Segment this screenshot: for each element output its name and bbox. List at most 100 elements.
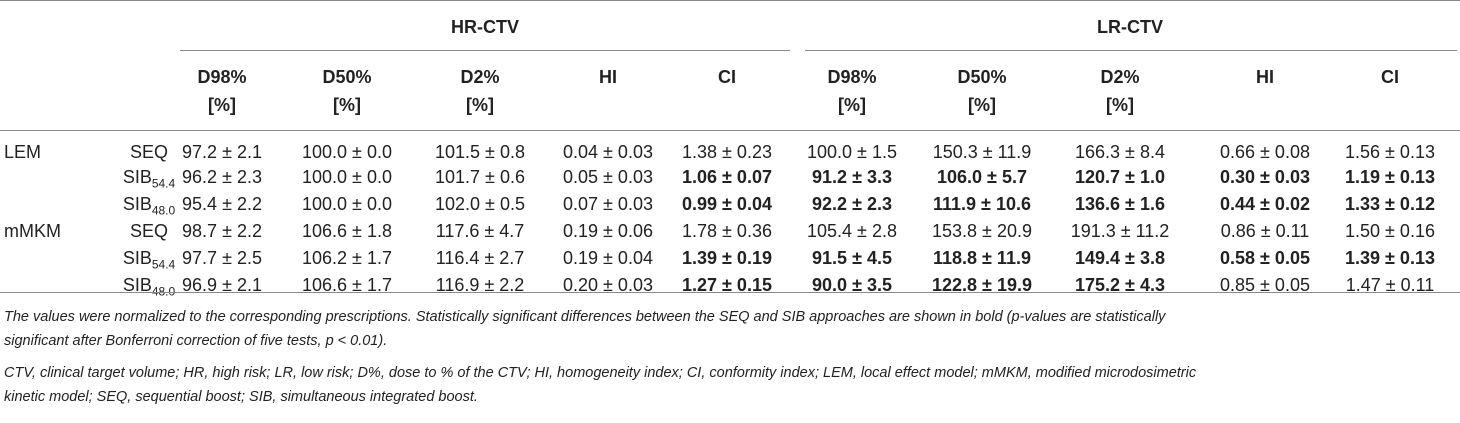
table-cell: 1.06 ± 0.07	[682, 167, 772, 187]
table-cell: 0.05 ± 0.03	[563, 167, 653, 187]
table-cell: 105.4 ± 2.8	[807, 221, 897, 241]
method-name: SEQ	[129, 221, 168, 241]
column-header-line2: [%]	[1106, 95, 1134, 115]
column-header-line1: CI	[718, 67, 736, 87]
table-cell: 100.0 ± 0.0	[302, 167, 392, 187]
row-method-label: SIB54.4	[94, 248, 204, 272]
table-cell: 175.2 ± 4.3	[1075, 275, 1165, 295]
table-cell: 0.99 ± 0.04	[682, 194, 772, 214]
footnote-line-1: The values were normalized to the corres…	[4, 309, 1166, 325]
table-cell: 1.38 ± 0.23	[682, 142, 772, 162]
table-cell: 97.7 ± 2.5	[182, 248, 262, 268]
table-cell: 0.07 ± 0.03	[563, 194, 653, 214]
table-cell: 1.27 ± 0.15	[682, 275, 772, 295]
column-header-3: D2% [%]	[415, 63, 545, 119]
table-cell: 117.6 ± 4.7	[435, 221, 525, 241]
table-cell: 150.3 ± 11.9	[932, 142, 1032, 162]
table-cell: 0.30 ± 0.03	[1220, 167, 1310, 187]
method-name: SIB	[122, 248, 152, 268]
column-header-line1: D50%	[322, 67, 372, 87]
table-cell: 136.6 ± 1.6	[1075, 194, 1165, 214]
method-dose-subscript: 54.4	[151, 176, 176, 191]
table-cell: 1.39 ± 0.19	[682, 248, 772, 268]
table-cell: 95.4 ± 2.2	[182, 194, 262, 214]
footnote-line-4: kinetic model; SEQ, sequential boost; SI…	[4, 389, 478, 405]
table-cell: 0.04 ± 0.03	[563, 142, 653, 162]
table-cell: 1.33 ± 0.12	[1345, 194, 1435, 214]
column-header-1: D98% [%]	[157, 63, 287, 119]
table-cell: 1.56 ± 0.13	[1345, 142, 1435, 162]
table-cell: 106.6 ± 1.7	[302, 275, 392, 295]
column-header-10: CI	[1325, 63, 1455, 91]
table-cell: 0.86 ± 0.11	[1220, 221, 1310, 241]
table-cell: 0.58 ± 0.05	[1220, 248, 1310, 268]
method-dose-subscript: 48.0	[151, 203, 176, 218]
table-cell: 116.9 ± 2.2	[435, 275, 525, 295]
table-cell: 166.3 ± 8.4	[1075, 142, 1165, 162]
table-cell: 0.85 ± 0.05	[1220, 275, 1310, 295]
column-header-line1: D2%	[460, 67, 500, 87]
method-name: SIB	[122, 275, 152, 295]
column-header-8: D2% [%]	[1055, 63, 1185, 119]
table-cell: 118.8 ± 11.9	[933, 248, 1031, 268]
table-cell: 0.44 ± 0.02	[1220, 194, 1310, 214]
lr-ctv-rule	[805, 50, 1457, 51]
table-cell: 106.6 ± 1.8	[302, 221, 392, 241]
table-cell: 120.7 ± 1.0	[1075, 167, 1165, 187]
column-header-line2: [%]	[968, 95, 996, 115]
table-cell: 116.4 ± 2.7	[435, 248, 525, 268]
row-method-label: SIB54.4	[94, 167, 204, 191]
column-header-line1: CI	[1381, 67, 1399, 87]
row-method-label: SIB48.0	[94, 194, 204, 218]
table-cell: 102.0 ± 0.5	[435, 194, 525, 214]
method-name: SIB	[122, 167, 152, 187]
table-cell: 1.19 ± 0.13	[1345, 167, 1435, 187]
top-rule	[0, 0, 1460, 1]
column-header-5: CI	[662, 63, 792, 91]
table-cell: 1.50 ± 0.16	[1345, 221, 1435, 241]
table-cell: 0.19 ± 0.04	[563, 248, 653, 268]
header-bottom-rule	[0, 130, 1460, 131]
column-header-line2: [%]	[208, 95, 236, 115]
table-cell: 97.2 ± 2.1	[182, 142, 262, 162]
method-dose-subscript: 48.0	[151, 284, 176, 299]
table-cell: 122.8 ± 19.9	[932, 275, 1032, 295]
table-bottom-rule	[0, 292, 1460, 293]
table-cell: 1.39 ± 0.13	[1345, 248, 1435, 268]
table-cell: 0.66 ± 0.08	[1220, 142, 1310, 162]
column-header-line1: D98%	[197, 67, 247, 87]
method-name: SEQ	[129, 142, 168, 162]
table-cell: 98.7 ± 2.2	[182, 221, 262, 241]
table-cell: 149.4 ± 3.8	[1075, 248, 1165, 268]
table-cell: 100.0 ± 1.5	[807, 142, 897, 162]
row-method-label: SEQ	[94, 221, 204, 242]
table-cell: 1.47 ± 0.11	[1345, 275, 1435, 295]
table-cell: 91.2 ± 3.3	[812, 167, 892, 187]
table-cell: 101.5 ± 0.8	[435, 142, 525, 162]
table-cell: 101.7 ± 0.6	[435, 167, 525, 187]
footnote-line-2: significant after Bonferroni correction …	[4, 333, 388, 349]
column-header-2: D50% [%]	[282, 63, 412, 119]
column-header-6: D98% [%]	[787, 63, 917, 119]
row-model-label: LEM	[4, 142, 42, 162]
footnote-line-3: CTV, clinical target volume; HR, high ri…	[4, 365, 1197, 381]
column-header-4: HI	[543, 63, 673, 91]
row-model-label: mMKM	[4, 221, 61, 241]
column-header-9: HI	[1200, 63, 1330, 91]
table-cell: 90.0 ± 3.5	[812, 275, 892, 295]
group-header-lr-ctv: LR-CTV	[1097, 17, 1163, 37]
table-cell: 92.2 ± 2.3	[812, 194, 892, 214]
method-name: SIB	[122, 194, 152, 214]
table-cell: 191.3 ± 11.2	[1070, 221, 1170, 241]
column-header-line2: [%]	[333, 95, 361, 115]
table-cell: 96.2 ± 2.3	[182, 167, 262, 187]
column-header-line1: D50%	[957, 67, 1007, 87]
table-cell: 91.5 ± 4.5	[812, 248, 892, 268]
table-cell: 100.0 ± 0.0	[302, 194, 392, 214]
column-header-line1: HI	[599, 67, 617, 87]
row-method-label: SEQ	[94, 142, 204, 163]
column-header-line2: [%]	[838, 95, 866, 115]
table-cell: 1.78 ± 0.36	[682, 221, 772, 241]
row-method-label: SIB48.0	[94, 275, 204, 299]
